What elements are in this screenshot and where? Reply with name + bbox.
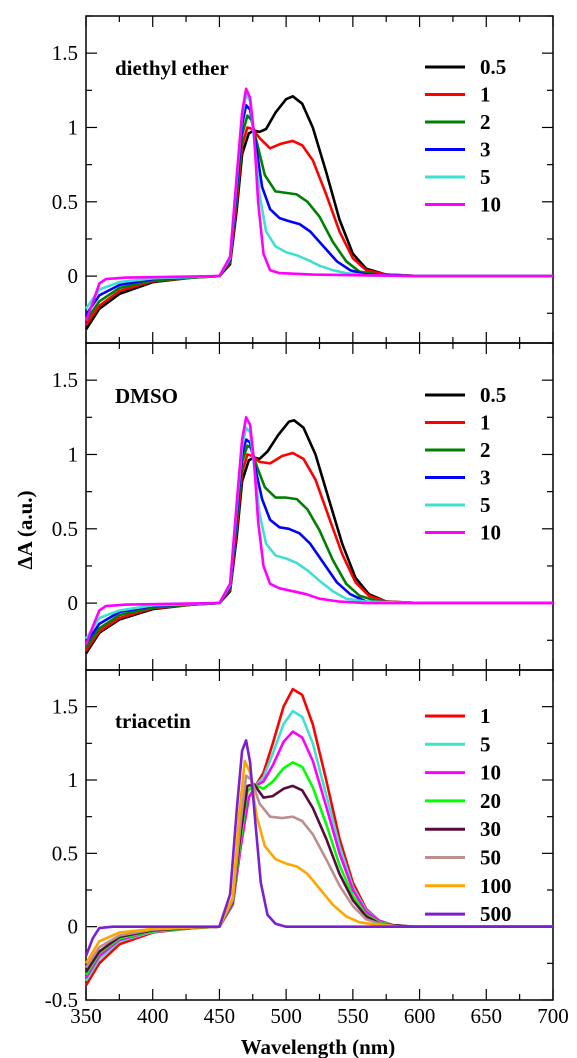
- panel-dmso: 0 0.5 1 1.5 DMSO 0.5 1 2 3 5 10: [52, 342, 554, 671]
- panel-title: diethyl ether: [115, 56, 229, 80]
- y-tick-label: 0: [68, 264, 79, 288]
- panel-title: triacetin: [115, 709, 191, 733]
- x-tick-label: 600: [404, 1004, 436, 1028]
- y-tick-label: 0.5: [52, 190, 78, 214]
- legend-label-2: 2: [480, 110, 491, 134]
- y-tick-label: 0: [68, 915, 79, 939]
- x-tick-label: 550: [337, 1004, 369, 1028]
- panel-diethyl-ether: 0 0.5 1 1.5 diethyl ether 0.5 1 2 3 5 10: [52, 15, 554, 344]
- legend-label-3: 3: [480, 138, 491, 162]
- x-tick-label: 700: [537, 1004, 569, 1028]
- legend-label-0.5: 0.5: [480, 383, 506, 407]
- y-tick-label: 1.5: [52, 368, 78, 392]
- y-tick-label: 1: [68, 768, 79, 792]
- y-tick-label: 1: [68, 442, 79, 466]
- y-tick-label: 1.5: [52, 41, 78, 65]
- y-axis-title: ΔA (a.u.): [13, 490, 37, 569]
- y-tick-label: 0.5: [52, 517, 78, 541]
- panel-title: DMSO: [115, 384, 178, 408]
- legend-label-10: 10: [480, 761, 501, 785]
- x-axis-title: Wavelength (nm): [241, 1035, 396, 1058]
- legend-label-30: 30: [480, 817, 501, 841]
- series-line-10: [84, 416, 553, 646]
- legend-label-100: 100: [480, 874, 512, 898]
- y-tick-label: 1: [68, 115, 79, 139]
- series-line-500: [84, 739, 553, 957]
- y-tick-label: 0.5: [52, 841, 78, 865]
- legend-label-10: 10: [480, 521, 501, 545]
- legend-label-1: 1: [480, 83, 491, 107]
- legend-label-0.5: 0.5: [480, 55, 506, 79]
- series-line-10: [84, 87, 553, 322]
- legend-label-5: 5: [480, 732, 491, 756]
- legend-label-10: 10: [480, 193, 501, 217]
- legend-label-5: 5: [480, 165, 491, 189]
- y-tick-label: 0: [68, 591, 79, 615]
- legend-label-20: 20: [480, 789, 501, 813]
- y-tick-label: 1.5: [52, 695, 78, 719]
- legend-label-1: 1: [480, 411, 491, 435]
- x-tick-label: 400: [137, 1004, 169, 1028]
- legend-label-2: 2: [480, 438, 491, 462]
- legend-label-500: 500: [480, 902, 512, 926]
- legend-label-50: 50: [480, 846, 501, 870]
- legend-label-5: 5: [480, 493, 491, 517]
- x-tick-label: 450: [204, 1004, 236, 1028]
- legend-label-3: 3: [480, 466, 491, 490]
- y-tick-label: -0.5: [45, 988, 78, 1012]
- x-tick-label: 650: [471, 1004, 503, 1028]
- legend-label-1: 1: [480, 704, 491, 728]
- x-tick-label: 500: [270, 1004, 302, 1028]
- x-tick-label: 350: [70, 1004, 102, 1028]
